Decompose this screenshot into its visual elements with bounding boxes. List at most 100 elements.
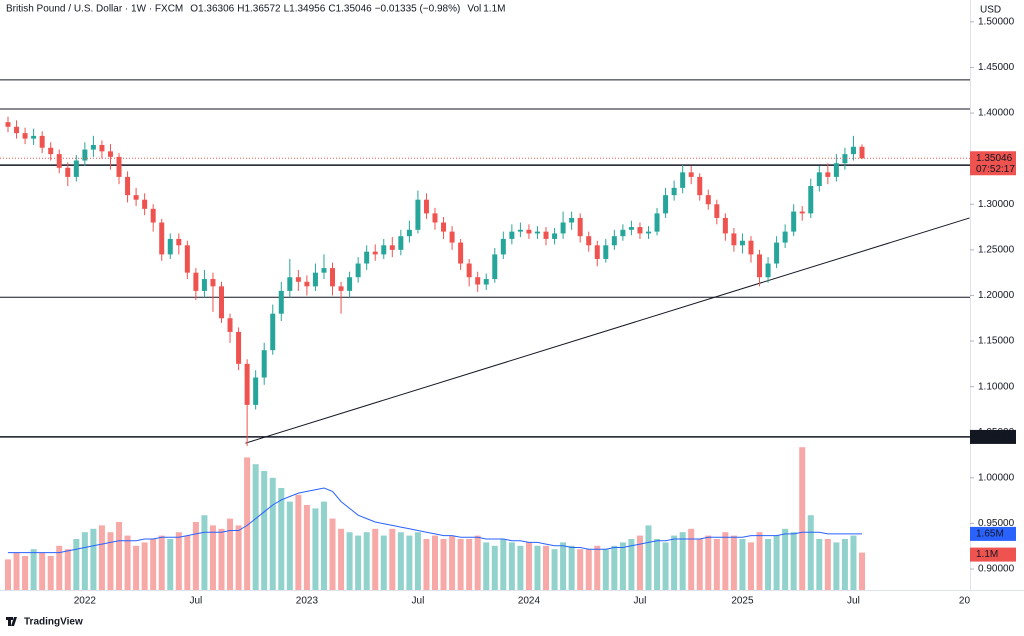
y-tick-label: 0.90000 [978, 564, 1015, 575]
legend-key: O [190, 4, 198, 15]
candle-body [406, 229, 412, 237]
candle-body [312, 272, 318, 287]
volume-bar [773, 535, 780, 590]
candle-body [432, 213, 438, 223]
candle-body [569, 217, 575, 223]
candle-body [244, 363, 250, 405]
volume-bar [619, 542, 626, 590]
volume-bar [209, 525, 216, 590]
candle-body [697, 176, 703, 196]
candle-body [56, 154, 62, 168]
candle-body [560, 222, 566, 234]
candle-body [543, 231, 549, 239]
volume-bar [449, 535, 456, 590]
volume-bar [175, 532, 182, 590]
candle-body [423, 199, 429, 214]
brand: TradingView [24, 617, 83, 628]
candle-body [125, 176, 131, 196]
volume-bar [389, 528, 396, 590]
candle-body [321, 268, 327, 273]
volume-badge: 1.1M [976, 549, 998, 560]
legend-value: 1.36306 [198, 4, 235, 15]
volume-bar [500, 539, 507, 590]
volume-bar [688, 528, 695, 590]
candle-body [671, 187, 677, 196]
volume-bar [286, 501, 293, 590]
volume-bar [13, 552, 20, 590]
volume-bar [5, 559, 11, 590]
volume-bar [765, 539, 772, 590]
volume-bar [39, 552, 46, 590]
candle-body [133, 195, 139, 200]
volume-bar [551, 549, 558, 590]
candle-body [765, 263, 771, 278]
volume-bar [483, 542, 490, 590]
candle-body [31, 135, 37, 139]
volume-bar [739, 539, 746, 590]
candle-body [628, 227, 634, 230]
candle-body [73, 160, 79, 177]
plot-area [0, 79, 970, 590]
volume-bar [124, 535, 131, 590]
x-tick-label: 2024 [518, 596, 541, 607]
volume-bar [184, 535, 191, 590]
volume-bar [491, 545, 498, 590]
volume-bar [56, 545, 63, 590]
volume-bar [167, 539, 174, 590]
volume-bar [303, 505, 310, 590]
volume-bar [671, 535, 678, 590]
candle-body [261, 350, 267, 378]
legend-key: Vol [467, 4, 481, 15]
candle-body [611, 236, 617, 246]
volume-bar [423, 539, 430, 590]
volume-bar [338, 528, 345, 590]
header: British Pound / U.S. Dollar · 1W · FXCM O… [6, 4, 505, 15]
volume-bar [705, 535, 712, 590]
candle-body [82, 149, 88, 161]
volume-bar [192, 522, 199, 590]
candle-body [389, 245, 395, 250]
currency: USD [980, 5, 1001, 16]
candle-body [415, 199, 421, 230]
candle-body [526, 229, 532, 234]
y-tick-label: 1.40000 [978, 108, 1015, 119]
volume-bar [320, 501, 327, 590]
volume-bar [577, 549, 584, 590]
volume-bar [568, 545, 575, 590]
volume-bar [363, 532, 370, 590]
candle-body [270, 313, 276, 351]
y-tick-label: 1.20000 [978, 290, 1015, 301]
candle-body [483, 279, 489, 285]
volume-bar [833, 542, 840, 590]
candle-body [603, 245, 609, 259]
candle-body [107, 151, 113, 157]
candle-body [739, 240, 745, 246]
candle-body [594, 245, 600, 259]
candle-body [799, 211, 805, 214]
candle-body [210, 279, 216, 287]
candle-body [347, 277, 353, 291]
x-tick-label: Jul [189, 596, 202, 607]
volume-bar [64, 549, 71, 590]
candle-body [99, 144, 105, 152]
volume-bar [47, 556, 54, 590]
candle-body [355, 263, 361, 278]
volume-bar [22, 556, 29, 590]
volume-bar [756, 532, 763, 590]
volume-bar [107, 532, 114, 590]
candle-body [458, 242, 464, 264]
volume-ma-badge: 1.65M [976, 529, 1004, 540]
volume-bar [346, 532, 353, 590]
candle-body [825, 172, 831, 177]
volume-bar [278, 488, 285, 590]
candle-body [142, 199, 148, 209]
candle-body [295, 277, 301, 282]
candle-body [757, 254, 763, 278]
x-tick-label: 2023 [296, 596, 319, 607]
candle-body [150, 208, 156, 223]
legend-value: 1.36572 [244, 4, 281, 15]
candle-body [492, 254, 498, 280]
brand-logo: TradingView [6, 617, 83, 628]
candle-body [364, 251, 370, 264]
volume-bar [218, 528, 225, 590]
